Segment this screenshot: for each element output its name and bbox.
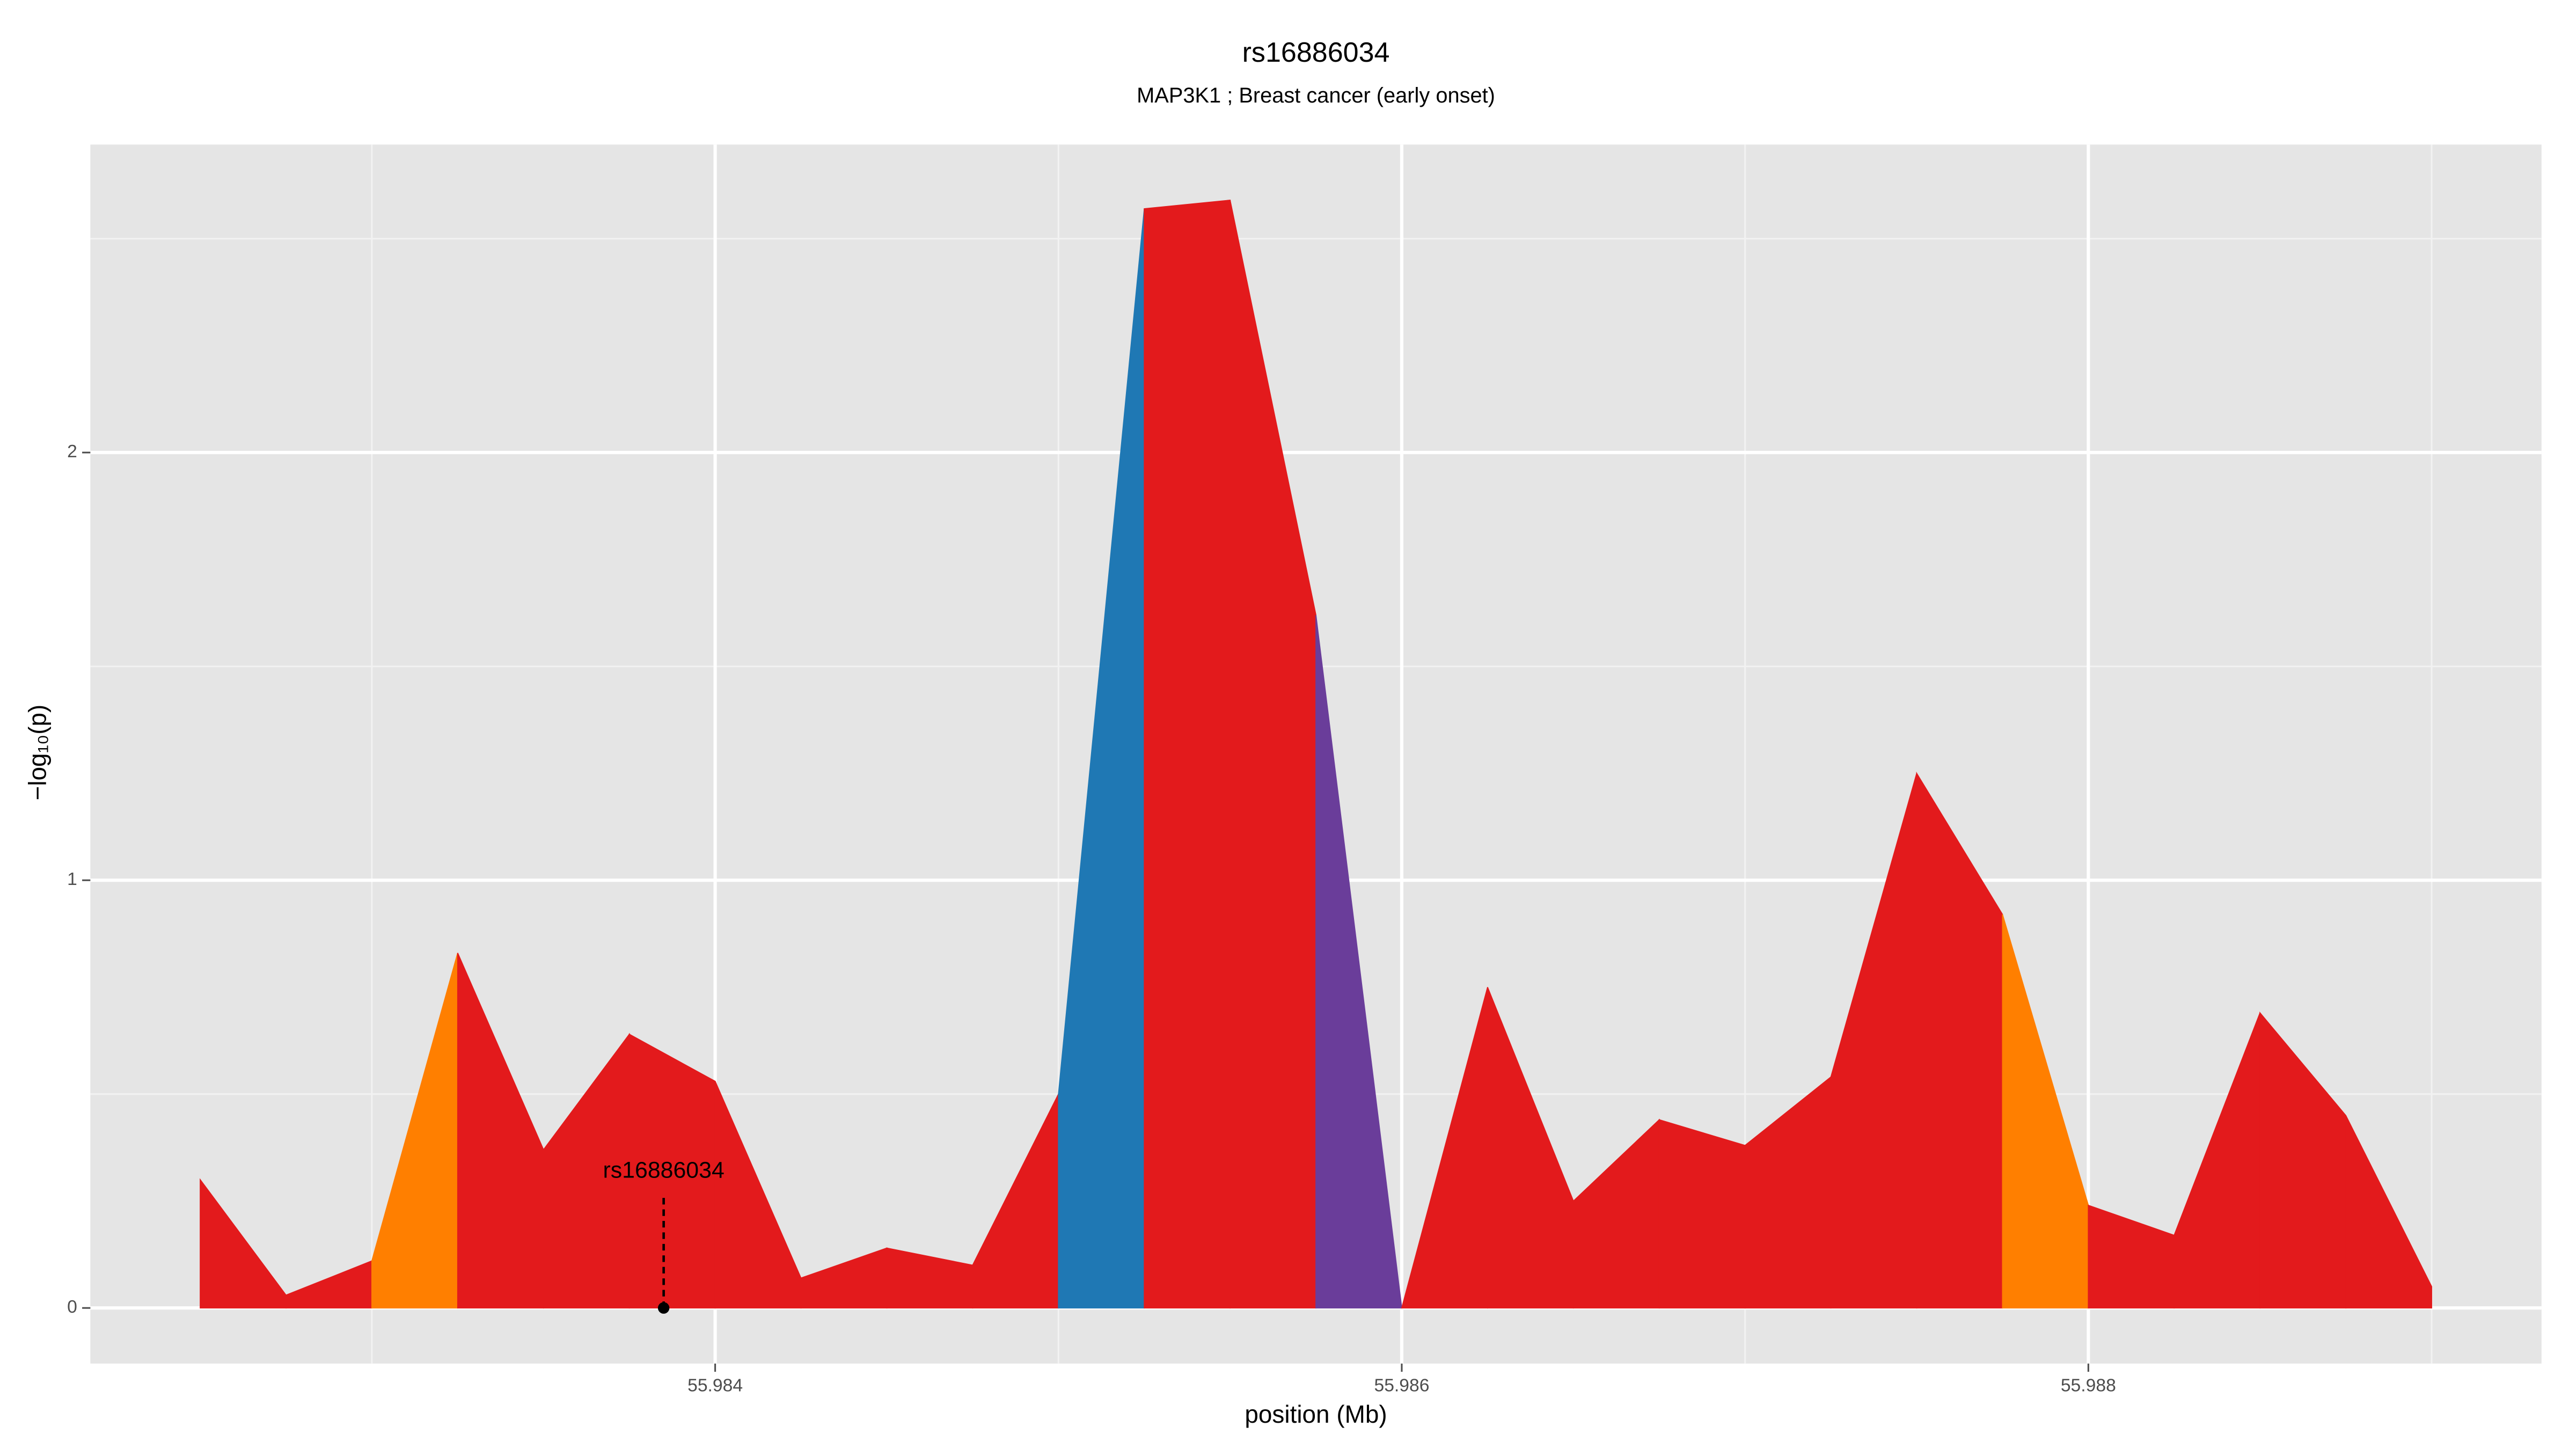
- x-axis-title: position (Mb): [1245, 1400, 1387, 1428]
- y-tick-label: 2: [67, 442, 77, 462]
- x-tick-label: 55.986: [1374, 1376, 1429, 1396]
- y-tick-label: 1: [67, 869, 77, 889]
- annotation-label: rs16886034: [603, 1157, 724, 1183]
- area-segment: [1658, 1119, 1746, 1309]
- annotation-point: [657, 1302, 670, 1314]
- x-tick-label: 55.988: [2061, 1376, 2116, 1396]
- y-axis-title: −log₁₀(p): [24, 705, 52, 801]
- chart-title: rs16886034: [1242, 37, 1390, 68]
- x-tick-label: 55.984: [687, 1376, 743, 1396]
- chart-subtitle: MAP3K1 ; Breast cancer (early onset): [1137, 84, 1495, 107]
- plot-layer: rs16886034: [90, 144, 2542, 1364]
- area-segment: [1315, 614, 1403, 1309]
- area-segment: [1144, 199, 1231, 1309]
- y-tick-label: 0: [67, 1297, 77, 1317]
- area-segment: [2345, 1115, 2432, 1309]
